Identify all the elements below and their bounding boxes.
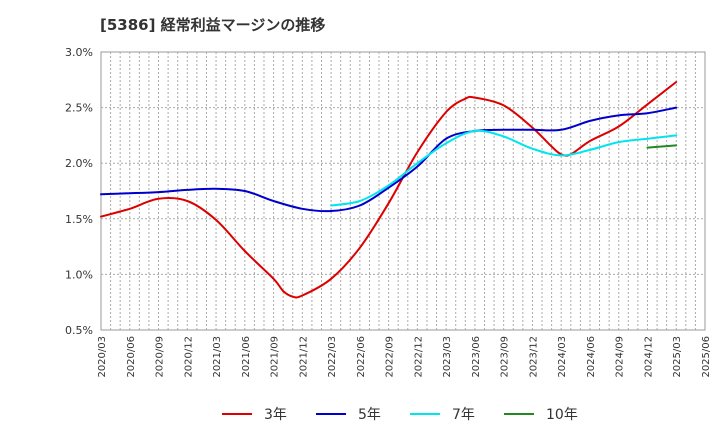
x-tick-label: 2025/03: [672, 336, 683, 378]
y-tick-label: 0.5%: [65, 324, 93, 337]
x-tick-label: 2021/09: [270, 336, 281, 378]
x-tick-label: 2023/09: [500, 336, 511, 378]
x-axis-ticks: 2020/03 2020/06 2020/09 2020/12 2021/03 2021/…: [97, 336, 712, 378]
x-tick-label: 2021/06: [241, 336, 252, 378]
x-tick-label: 2023/12: [528, 336, 539, 378]
y-axis-ticks: 0.5% 1.0% 1.5% 2.0% 2.5% 3.0%: [65, 46, 93, 337]
x-tick-label: 2021/12: [298, 336, 309, 378]
y-tick-label: 1.5%: [65, 213, 93, 226]
legend-label: 5年: [358, 407, 381, 423]
x-tick-label: 2024/06: [586, 336, 597, 378]
series-lines: [100, 81, 678, 299]
x-tick-label: 2024/12: [643, 336, 654, 378]
legend-label: 10年: [546, 407, 578, 423]
x-tick-label: 2025/06: [701, 336, 712, 378]
x-tick-label: 2022/12: [413, 336, 424, 378]
x-tick-label: 2020/12: [183, 336, 194, 378]
legend: 3年 5年 7年 10年: [222, 407, 578, 423]
legend-label: 7年: [452, 407, 475, 423]
series-line-5年: [100, 106, 678, 213]
grid-lines: [101, 52, 705, 330]
y-tick-label: 2.5%: [65, 102, 93, 115]
x-tick-label: 2022/06: [356, 336, 367, 378]
x-tick-label: 2020/03: [97, 336, 108, 378]
x-tick-label: 2020/06: [126, 336, 137, 378]
x-tick-label: 2022/09: [385, 336, 396, 378]
x-tick-label: 2021/03: [212, 336, 223, 378]
y-tick-label: 2.0%: [65, 157, 93, 170]
x-tick-label: 2023/06: [471, 336, 482, 378]
y-tick-label: 3.0%: [65, 46, 93, 59]
x-tick-label: 2023/03: [442, 336, 453, 378]
y-tick-label: 1.0%: [65, 268, 93, 281]
x-tick-label: 2020/09: [155, 336, 166, 378]
x-tick-label: 2022/03: [327, 336, 338, 378]
legend-label: 3年: [264, 407, 287, 423]
chart-title: [5386] 経常利益マージンの推移: [100, 16, 326, 34]
series-line-7年: [330, 129, 678, 207]
x-tick-label: 2024/03: [557, 336, 568, 378]
x-tick-label: 2024/09: [615, 336, 626, 378]
series-line-10年: [646, 144, 678, 149]
plot-area: [100, 51, 706, 331]
